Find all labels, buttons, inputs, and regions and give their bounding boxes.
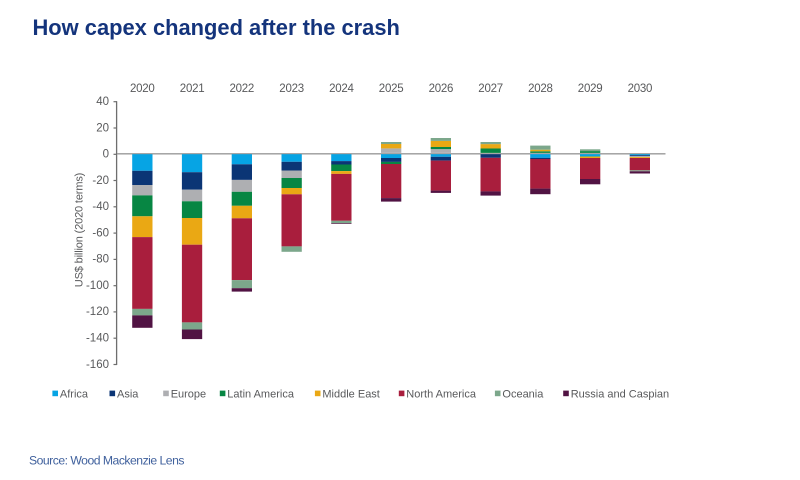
svg-text:40: 40: [96, 96, 109, 108]
svg-text:Source: Wood Mackenzie Lens: Source: Wood Mackenzie Lens: [29, 454, 184, 468]
svg-text:2027: 2027: [478, 83, 503, 95]
svg-text:-100: -100: [86, 280, 109, 292]
svg-text:2022: 2022: [230, 83, 255, 95]
svg-text:Oceania: Oceania: [502, 388, 544, 400]
svg-text:2028: 2028: [528, 83, 553, 95]
svg-text:0: 0: [103, 149, 109, 161]
svg-text:Europe: Europe: [171, 388, 206, 400]
svg-text:-120: -120: [86, 306, 109, 318]
svg-text:North America: North America: [406, 388, 477, 400]
svg-text:US$ billion (2020 terms): US$ billion (2020 terms): [74, 173, 86, 287]
svg-text:2026: 2026: [429, 83, 454, 95]
svg-text:-80: -80: [92, 254, 109, 266]
svg-text:2025: 2025: [379, 83, 404, 95]
svg-text:2029: 2029: [578, 83, 603, 95]
svg-text:2024: 2024: [329, 83, 354, 95]
svg-text:2023: 2023: [279, 83, 304, 95]
svg-text:2030: 2030: [628, 83, 653, 95]
svg-text:Middle East: Middle East: [322, 388, 379, 400]
svg-text:20: 20: [96, 122, 109, 134]
svg-text:Russia and Caspian: Russia and Caspian: [571, 388, 669, 400]
svg-text:Asia: Asia: [117, 388, 139, 400]
svg-text:Africa: Africa: [60, 388, 89, 400]
svg-text:2020: 2020: [130, 83, 155, 95]
svg-text:-40: -40: [92, 201, 109, 213]
svg-text:-160: -160: [86, 359, 109, 371]
svg-text:-20: -20: [92, 175, 109, 187]
svg-text:-60: -60: [92, 227, 109, 239]
svg-text:-140: -140: [86, 333, 109, 345]
svg-text:Latin America: Latin America: [227, 388, 295, 400]
svg-text:How capex changed after the cr: How capex changed after the crash: [33, 15, 400, 40]
svg-text:2021: 2021: [180, 83, 205, 95]
